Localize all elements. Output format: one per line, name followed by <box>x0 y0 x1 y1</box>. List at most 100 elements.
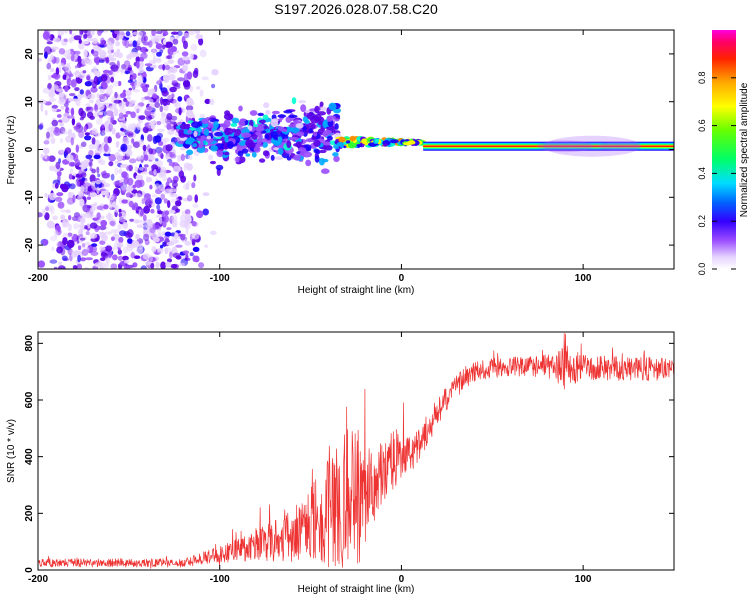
heat-scatter-cell <box>191 121 201 128</box>
heat-noise-cell <box>66 78 72 87</box>
heat-noise-cell <box>89 222 98 229</box>
heat-noise-cell <box>176 30 183 37</box>
heat-noise-cell <box>60 105 65 110</box>
heat-noise-cell <box>134 193 143 198</box>
heat-noise-cell <box>128 43 134 47</box>
heat-noise-cell <box>75 144 80 153</box>
heat-noise-cell <box>172 252 181 259</box>
heat-scatter-cell <box>226 141 234 149</box>
heat-noise-cell <box>187 154 193 161</box>
heat-noise-cell <box>50 137 56 145</box>
heat-noise-cell <box>87 93 96 100</box>
heat-noise-cell <box>130 251 135 259</box>
heat-noise-cell <box>193 174 197 182</box>
heat-noise-cell <box>59 122 64 127</box>
heat-noise-cell <box>143 164 149 168</box>
heat-noise-cell <box>149 255 153 262</box>
heat-noise-cell <box>171 181 178 188</box>
heat-noise-cell <box>87 204 92 209</box>
heat-noise-cell <box>179 147 186 151</box>
heat-noise-cell <box>108 161 114 167</box>
heat-noise-cell <box>74 87 80 92</box>
heat-noise-cell <box>88 161 92 166</box>
heat-scatter-cell <box>305 146 312 152</box>
heat-noise-cell <box>114 167 119 176</box>
heat-noise-cell <box>76 263 83 269</box>
heat-noise-cell <box>121 136 130 146</box>
heat-noise-cell <box>98 86 103 90</box>
heat-noise-cell <box>147 125 152 129</box>
heat-noise-cell <box>68 215 72 221</box>
heat-scatter-cell <box>216 150 224 158</box>
heat-scatter-cell <box>213 121 219 129</box>
heat-scatter-cell <box>271 110 280 115</box>
heat-noise-cell <box>51 246 55 252</box>
heat-noise-cell <box>71 118 76 126</box>
heat-noise-cell <box>52 73 61 79</box>
heat-noise-cell <box>99 88 105 94</box>
heat-noise-cell <box>140 52 148 59</box>
heat-noise-cell <box>84 225 88 230</box>
heat-noise-cell <box>86 74 91 81</box>
heat-scatter-cell <box>231 117 240 124</box>
heat-noise-cell <box>149 226 156 234</box>
heat-noise-cell <box>137 38 142 44</box>
heat-noise-cell <box>62 130 69 135</box>
heat-noise-cell <box>116 48 121 53</box>
heat-scatter-cell <box>318 121 324 126</box>
heat-noise-cell <box>128 87 132 91</box>
heat-noise-cell <box>167 129 175 136</box>
heat-noise-cell <box>131 189 138 194</box>
heat-transition-cell <box>345 140 351 144</box>
heat-noise-cell <box>135 247 144 254</box>
heat-scatter-cell <box>275 140 281 145</box>
heat-transition-cell <box>382 143 388 147</box>
heat-noise-cell <box>130 245 136 249</box>
heat-noise-cell <box>118 108 127 114</box>
heat-noise-cell <box>166 227 172 231</box>
heat-noise-cell <box>162 99 168 106</box>
heat-scatter-cell <box>314 105 320 114</box>
heat-noise-cell <box>167 48 174 56</box>
heat-noise-cell <box>99 257 106 262</box>
heat-noise-cell <box>91 243 98 247</box>
heat-noise-cell <box>72 265 78 269</box>
heat-noise-cell <box>42 239 49 246</box>
heat-noise-cell <box>55 88 64 92</box>
heat-noise-cell <box>170 264 178 269</box>
heat-noise-cell <box>88 99 95 104</box>
heat-noise-cell <box>113 99 122 104</box>
heat-noise-cell <box>85 231 90 236</box>
heat-noise-cell <box>55 67 60 76</box>
heat-noise-cell <box>119 215 127 223</box>
heat-noise-cell <box>64 147 72 155</box>
heat-noise-cell <box>68 173 73 180</box>
heat-noise-cell <box>172 249 178 254</box>
heat-noise-cell <box>162 64 166 71</box>
heat-noise-cell <box>115 41 121 47</box>
heat-noise-cell <box>58 91 65 99</box>
heat-noise-cell <box>64 64 72 73</box>
heat-scatter-cell <box>293 154 301 161</box>
heat-noise-cell <box>127 67 132 71</box>
heat-noise-cell <box>177 154 182 162</box>
heat-noise-cell <box>209 98 215 106</box>
heat-noise-cell <box>129 218 135 222</box>
heat-scatter-cell <box>238 156 246 164</box>
heat-noise-cell <box>155 158 159 162</box>
heat-noise-cell <box>182 64 189 72</box>
heat-noise-cell <box>45 204 54 212</box>
heat-noise-cell <box>150 164 159 172</box>
heat-noise-cell <box>48 91 56 98</box>
heat-noise-cell <box>175 50 180 54</box>
heat-noise-cell <box>80 257 87 262</box>
snr-chart: -200 -100 0 100 0 200 400 600 800 Height of stra… <box>6 331 675 595</box>
colorbar-label: Normalized spectral amplitude <box>739 82 750 217</box>
heat-noise-cell <box>135 174 143 180</box>
heat-noise-cell <box>143 228 147 234</box>
heat-noise-cell <box>164 231 172 237</box>
heat-scatter-cell <box>192 143 198 148</box>
heat-noise-cell <box>175 200 182 207</box>
heat-scatter-cell <box>322 141 331 146</box>
heat-noise-cell <box>136 224 145 229</box>
